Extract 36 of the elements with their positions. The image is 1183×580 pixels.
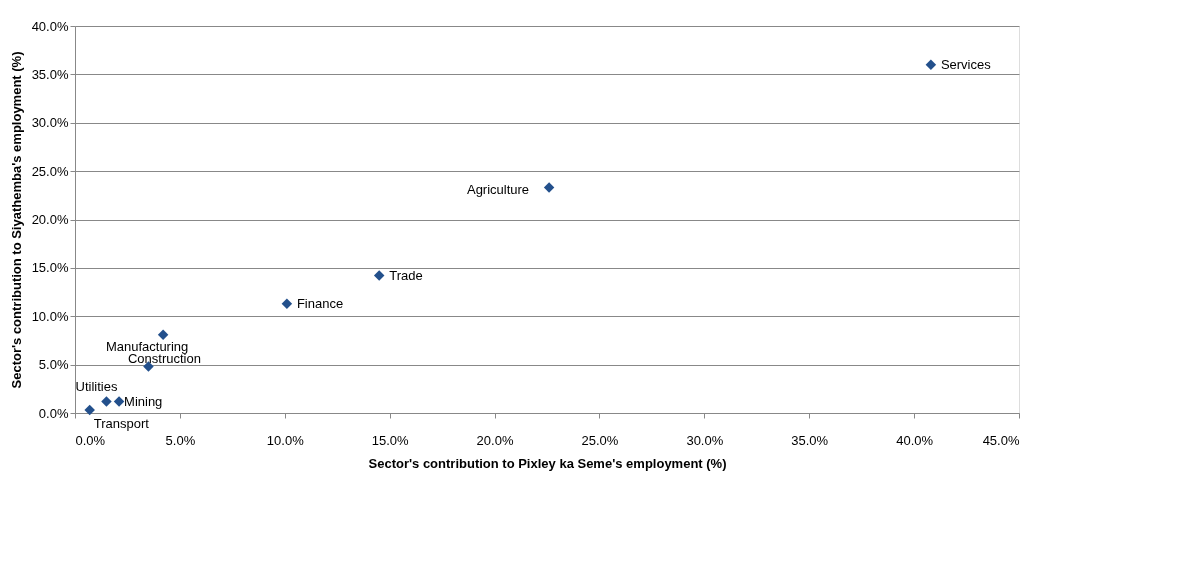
point xyxy=(925,59,937,70)
annotation: Finance xyxy=(296,295,344,311)
y-tick-label: 10.0% xyxy=(31,308,69,324)
y-axis-title: Sector's contribution to Siyathemba's employment (%) xyxy=(8,51,24,389)
point xyxy=(281,298,293,309)
point xyxy=(84,404,95,416)
y-tick-label: 20.0% xyxy=(31,212,69,227)
y-tick-label: 40.0% xyxy=(31,18,69,34)
y-tick-label: 25.0% xyxy=(31,163,69,179)
x-tick-label: 5.0% xyxy=(165,432,196,448)
x-tick-label: 35.0% xyxy=(791,432,829,448)
point xyxy=(101,396,112,407)
y-tick-label: 30.0% xyxy=(31,115,69,131)
x-tick-label: 0.0% xyxy=(75,432,106,448)
point xyxy=(157,329,169,340)
point xyxy=(113,396,125,407)
annotation: Utilities xyxy=(75,379,118,395)
y-tick-label: 0.0% xyxy=(38,405,69,421)
x-tick-label: 40.0% xyxy=(896,432,934,448)
y-tick-label: 35.0% xyxy=(31,66,69,82)
x-tick-label: 20.0% xyxy=(476,432,514,448)
annotation: Agriculture xyxy=(466,181,530,197)
y-tick-label: 5.0% xyxy=(38,357,69,373)
point xyxy=(543,182,555,193)
annotation: Transport xyxy=(93,416,150,432)
point xyxy=(373,270,385,281)
x-axis-title: Sector's contribution to Pixley ka Seme's employment (%) xyxy=(368,455,727,471)
x-tick-label: 15.0% xyxy=(371,432,410,448)
y-tick-label: 15.0% xyxy=(31,260,69,276)
x-tick-label: 45.0% xyxy=(982,432,1020,448)
x-tick-label: 30.0% xyxy=(686,432,724,448)
annotation: Trade xyxy=(389,267,423,283)
x-tick-label: 10.0% xyxy=(266,432,305,448)
annotation: Mining xyxy=(124,394,163,410)
x-tick-label: 25.0% xyxy=(581,432,619,448)
annotation: Services xyxy=(940,56,992,72)
